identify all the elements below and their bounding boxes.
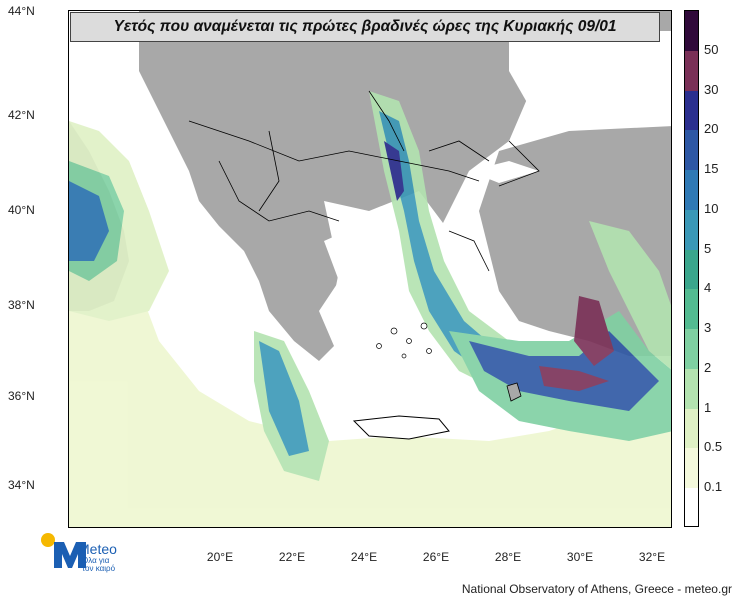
legend-label: 1 (704, 399, 712, 415)
legend-label: 10 (704, 200, 719, 216)
cyclades (376, 322, 432, 359)
legend-label: 3 (704, 320, 712, 336)
legend-swatch (685, 130, 698, 172)
lon-label: 24°E (350, 550, 378, 564)
legend-swatch (685, 368, 698, 410)
legend-swatch (685, 249, 698, 291)
borders (188, 90, 540, 272)
legend-label: 5 (704, 240, 712, 256)
black-sea (509, 31, 671, 126)
lon-label: 20°E (206, 550, 234, 564)
precipitation-map (68, 10, 672, 528)
legend-swatch (685, 50, 698, 92)
legend-label: 50 (704, 41, 719, 57)
map-title: Υετός που αναμένεται τις πρώτες βραδινές… (113, 18, 617, 35)
lat-label: 36°N (8, 389, 35, 403)
rhodes (506, 382, 522, 402)
legend-swatch (685, 448, 698, 490)
legend-swatch (685, 289, 698, 331)
marmara-sea (469, 161, 539, 183)
lon-label: 28°E (494, 550, 522, 564)
legend-swatch (685, 209, 698, 251)
precipitation-layer (69, 91, 671, 527)
lon-label: 32°E (638, 550, 666, 564)
lon-label: 30°E (566, 550, 594, 564)
lon-label: 26°E (422, 550, 450, 564)
meteo-logo (41, 533, 86, 568)
legend-swatch (685, 11, 698, 52)
credit-text: National Observatory of Athens, Greece -… (461, 582, 732, 596)
legend-label: 0.1 (704, 479, 723, 495)
legend-label: 2 (704, 359, 712, 375)
lon-label: 22°E (278, 550, 306, 564)
lat-label: 34°N (8, 478, 35, 492)
lat-label: 42°N (8, 108, 35, 122)
legend-swatch (685, 329, 698, 370)
legend-swatch (685, 170, 698, 211)
lat-label: 40°N (8, 203, 35, 217)
legend-label: 4 (704, 280, 712, 296)
lat-label: 44°N (8, 4, 35, 18)
brand-name: Meteo (78, 541, 117, 557)
legend-label: 20 (704, 121, 719, 137)
brand-tagline: τον καιρό (82, 564, 116, 573)
legend-swatch (685, 488, 698, 526)
legend-label: 30 (704, 81, 719, 97)
legend-swatch (685, 90, 698, 132)
legend-swatch (685, 408, 698, 450)
crete (352, 415, 450, 440)
lat-label: 38°N (8, 298, 35, 312)
title-box: Υετός που αναμένεται τις πρώτες βραδινές… (70, 12, 660, 42)
brand-tagline: Όλα για (82, 556, 110, 565)
precipitation-legend (684, 10, 699, 527)
map-canvas (69, 11, 671, 527)
legend-label: 15 (704, 161, 719, 177)
legend-label: 0.5 (704, 439, 723, 455)
